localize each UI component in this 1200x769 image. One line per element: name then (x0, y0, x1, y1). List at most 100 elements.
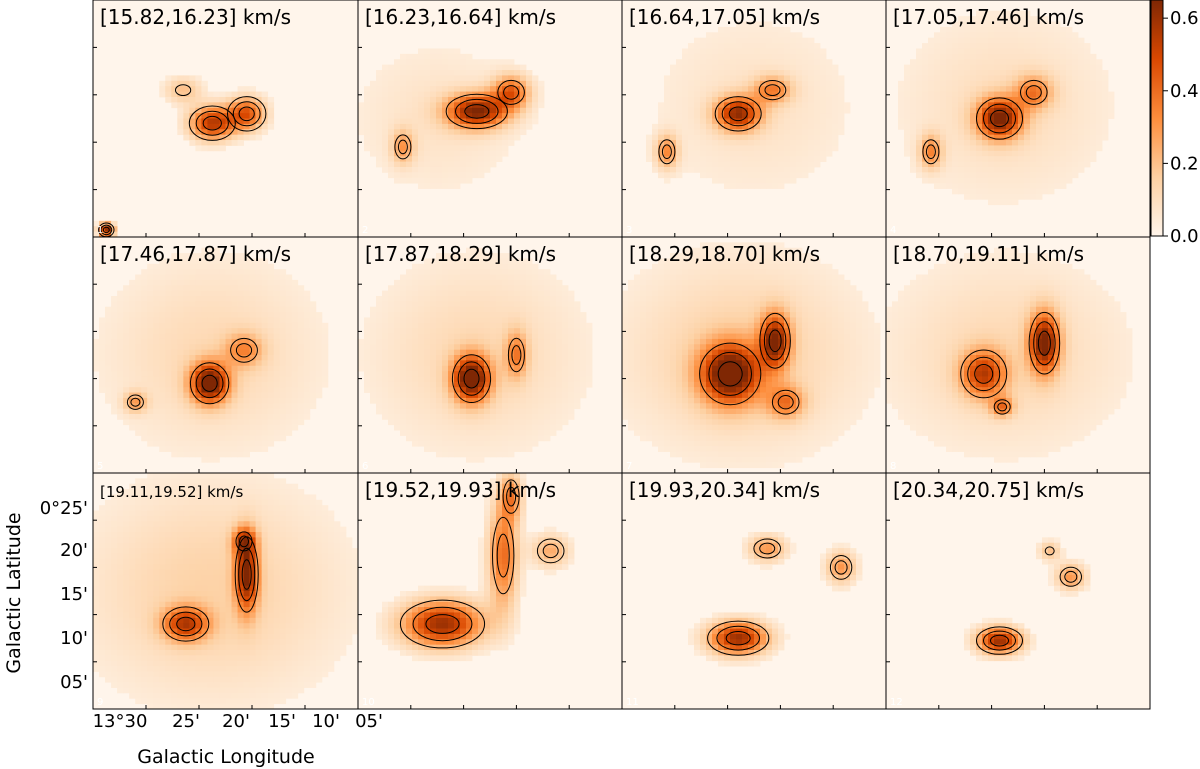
intensity-pixel (394, 64, 401, 71)
intensity-pixel (297, 360, 305, 367)
intensity-pixel (772, 70, 779, 76)
intensity-pixel (412, 150, 419, 157)
intensity-pixel (1072, 59, 1079, 66)
intensity-pixel (712, 80, 719, 87)
intensity-pixel (502, 258, 509, 265)
intensity-pixel (171, 253, 178, 259)
intensity-pixel (424, 446, 431, 452)
intensity-pixel (400, 86, 407, 92)
intensity-pixel (748, 43, 755, 49)
intensity-pixel (183, 381, 190, 388)
intensity-pixel (532, 403, 539, 410)
intensity-pixel (418, 301, 425, 308)
intensity-pixel (970, 134, 977, 141)
intensity-pixel (219, 285, 226, 292)
intensity-pixel (171, 446, 178, 452)
intensity-pixel (364, 355, 371, 361)
intensity-pixel (388, 312, 395, 318)
intensity-pixel (201, 349, 208, 356)
intensity-pixel (1030, 64, 1037, 71)
intensity-pixel (1060, 96, 1067, 103)
intensity-pixel (922, 59, 929, 66)
intensity-pixel (502, 338, 509, 345)
intensity-pixel (1024, 193, 1031, 200)
intensity-pixel (183, 328, 190, 334)
intensity-pixel (964, 118, 971, 125)
intensity-pixel (165, 80, 172, 87)
intensity-pixel (424, 113, 431, 119)
intensity-pixel (213, 296, 220, 302)
intensity-pixel (760, 166, 767, 173)
intensity-pixel (1078, 113, 1085, 119)
intensity-pixel (207, 414, 214, 420)
intensity-pixel (297, 344, 305, 351)
intensity-pixel (430, 408, 437, 415)
intensity-pixel (958, 48, 965, 55)
intensity-pixel (189, 338, 196, 345)
intensity-pixel (514, 279, 521, 286)
intensity-pixel (261, 430, 269, 436)
intensity-pixel (249, 285, 257, 292)
intensity-pixel (478, 140, 485, 146)
intensity-pixel (442, 183, 449, 189)
intensity-pixel (255, 312, 263, 318)
intensity-pixel (93, 220, 100, 227)
intensity-pixel (231, 440, 238, 447)
intensity-pixel (1030, 43, 1037, 49)
intensity-pixel (171, 290, 178, 297)
intensity-pixel (243, 397, 250, 404)
intensity-pixel (267, 123, 275, 130)
intensity-pixel (946, 134, 953, 141)
intensity-pixel (544, 338, 551, 345)
intensity-pixel (490, 263, 497, 270)
intensity-pixel (183, 403, 190, 410)
intensity-pixel (1030, 123, 1037, 130)
intensity-pixel (712, 37, 719, 44)
intensity-pixel (255, 91, 263, 98)
intensity-pixel (448, 80, 455, 87)
intensity-pixel (394, 156, 401, 162)
intensity-pixel (748, 80, 755, 87)
intensity-pixel (117, 290, 124, 297)
intensity-pixel (309, 317, 317, 324)
intensity-pixel (400, 145, 407, 152)
intensity-pixel (790, 59, 797, 66)
intensity-pixel (922, 80, 929, 87)
intensity-pixel (814, 96, 821, 103)
intensity-pixel (982, 156, 989, 162)
intensity-pixel (820, 48, 827, 55)
intensity-pixel (1090, 64, 1097, 71)
intensity-pixel (526, 414, 533, 420)
intensity-pixel (1066, 86, 1073, 92)
intensity-pixel (466, 161, 473, 168)
intensity-pixel (964, 156, 971, 162)
intensity-pixel (1090, 134, 1097, 141)
intensity-pixel (189, 290, 196, 297)
intensity-pixel (279, 424, 287, 431)
intensity-pixel (183, 86, 190, 92)
intensity-pixel (255, 414, 263, 420)
contour-line (976, 97, 1023, 140)
intensity-pixel (1072, 150, 1079, 157)
intensity-pixel (388, 306, 395, 313)
intensity-pixel (970, 21, 977, 28)
intensity-pixel (255, 258, 263, 265)
intensity-pixel (502, 80, 509, 87)
intensity-pixel (778, 80, 785, 87)
intensity-pixel (424, 118, 431, 125)
intensity-pixel (460, 75, 467, 82)
intensity-pixel (514, 435, 521, 442)
intensity-pixel (994, 26, 1001, 33)
intensity-pixel (141, 306, 148, 313)
intensity-pixel (436, 75, 443, 82)
intensity-pixel (1030, 166, 1037, 173)
contour-line (238, 106, 255, 122)
intensity-pixel (1036, 26, 1043, 33)
intensity-pixel (412, 91, 419, 98)
intensity-pixel (1042, 156, 1049, 162)
intensity-pixel (694, 102, 701, 109)
intensity-pixel (195, 365, 202, 372)
intensity-pixel (1006, 166, 1013, 173)
intensity-pixel (382, 150, 389, 157)
intensity-pixel (183, 360, 190, 367)
